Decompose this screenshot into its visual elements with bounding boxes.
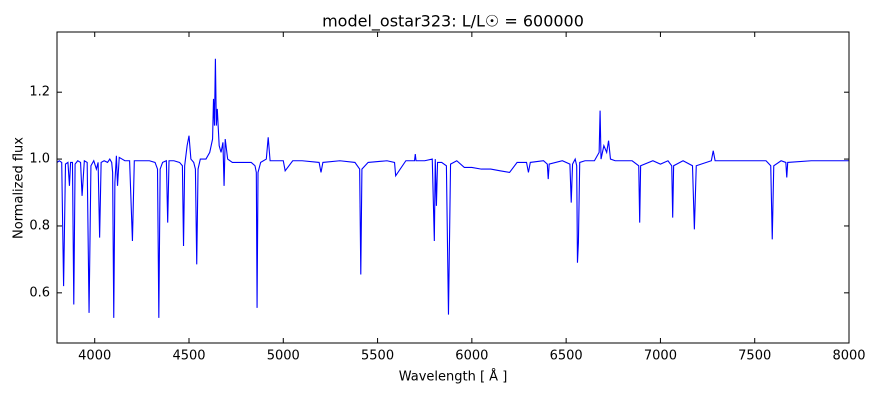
x-tick-label: 4500	[172, 349, 205, 364]
spectrum-line	[56, 58, 849, 318]
x-tick-label: 6000	[455, 349, 488, 364]
y-axis-label: Normalized flux	[12, 137, 27, 239]
x-tick-label: 5000	[267, 349, 300, 364]
x-tick-label: 7500	[738, 349, 771, 364]
x-tick-label: 5500	[361, 349, 394, 364]
x-tick-label: 6500	[550, 349, 583, 364]
x-tick-label: 4000	[78, 349, 111, 364]
y-tick-label: 1.0	[29, 152, 50, 167]
x-tick-label: 7000	[644, 349, 677, 364]
chart-title: model_ostar323: L/L☉ = 600000	[322, 12, 584, 32]
y-tick-label: 1.2	[29, 85, 50, 100]
plot-frame	[56, 31, 850, 344]
x-axis-label: Wavelength [ Å ]	[399, 369, 508, 385]
y-tick-label: 0.8	[29, 218, 50, 233]
y-tick-label: 0.6	[29, 285, 50, 300]
x-tick-label: 8000	[832, 349, 865, 364]
